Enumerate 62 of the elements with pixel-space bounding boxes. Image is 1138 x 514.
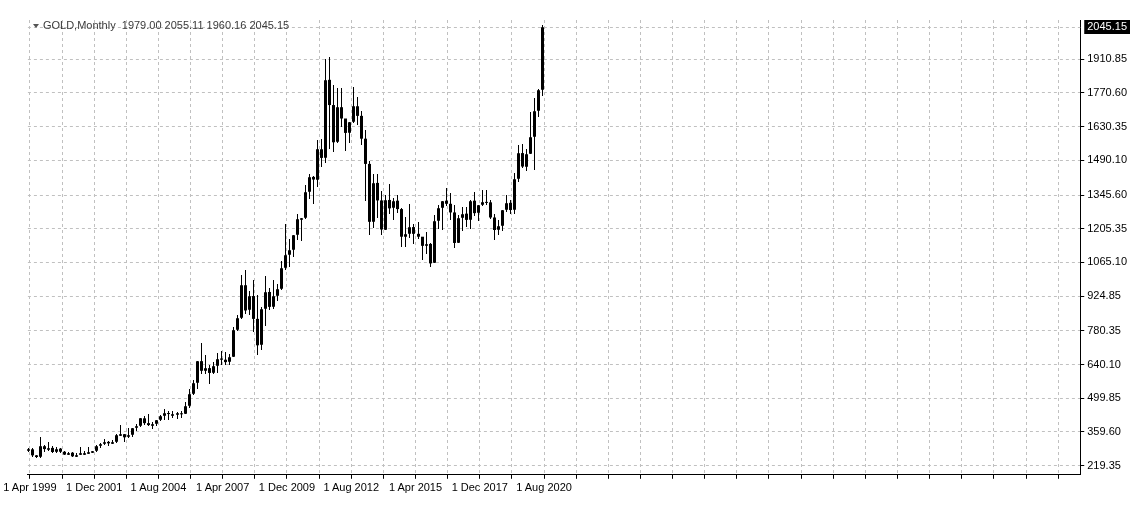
candlestick: [441, 201, 444, 230]
x-tick-label: 1 Apr 2015: [388, 481, 443, 494]
candlestick: [216, 353, 219, 373]
candlestick: [533, 98, 536, 170]
y-tick-label: 1490.10: [1087, 153, 1127, 166]
candlestick: [264, 276, 267, 326]
x-tick-label: 1 Aug 2004: [130, 481, 187, 494]
x-tick-label: 1 Apr 2007: [196, 481, 250, 494]
y-tick-label: 1910.85: [1087, 52, 1127, 65]
candlestick: [517, 145, 520, 182]
candlestick: [392, 198, 395, 220]
candlestick: [501, 210, 504, 231]
x-tick-label: 1 Aug 2020: [516, 481, 572, 494]
chart-title: GOLD,Monthly 1979.00 2055.11 1960.16 2045.15: [42, 19, 290, 32]
x-tick-label: 1 Dec 2001: [66, 481, 123, 494]
candlestick: [240, 275, 243, 319]
y-tick-label: 1205.35: [1087, 221, 1127, 234]
candlestick: [408, 204, 411, 238]
y-tick-label: 1345.60: [1087, 188, 1127, 201]
y-tick-label: 1630.35: [1087, 119, 1127, 132]
x-tick-label: 1 Dec 2017: [451, 481, 508, 494]
candlestick: [469, 200, 472, 229]
ref-line-label: 2045.15: [1087, 19, 1127, 32]
candlestick: [513, 173, 516, 214]
y-tick-label: 924.85: [1087, 289, 1121, 302]
y-tick-label: 1065.10: [1087, 255, 1127, 268]
candlestick: [280, 261, 283, 290]
candlestick: [352, 87, 355, 123]
candlestick: [336, 88, 339, 143]
candlestick: [457, 215, 460, 243]
candlestick: [304, 185, 307, 219]
candlestick: [461, 207, 464, 231]
candlestick: [300, 218, 303, 241]
y-tick-label: 499.85: [1087, 391, 1121, 404]
y-tick-label: 1770.60: [1087, 85, 1127, 98]
candlestick: [260, 307, 263, 350]
candlestick: [324, 59, 327, 163]
candlestick: [292, 235, 295, 257]
candlestick: [433, 215, 436, 263]
y-tick-label: 219.35: [1087, 458, 1121, 471]
candlestick: [232, 327, 235, 357]
candlestick: [384, 195, 387, 230]
candlestick: [308, 174, 311, 199]
candlestick: [39, 437, 42, 458]
candlestick: [437, 205, 440, 229]
y-tick-label: 640.10: [1087, 357, 1121, 370]
candlestick: [272, 280, 275, 309]
candlestick: [288, 239, 291, 267]
candlestick: [316, 140, 319, 187]
x-tick-label: 1 Apr 1999: [3, 481, 57, 494]
candlestick: [284, 224, 287, 270]
y-tick-label: 359.60: [1087, 424, 1121, 437]
x-tick-label: 1 Dec 2009: [258, 481, 316, 494]
x-tick-label: 1 Aug 2012: [323, 481, 380, 494]
candlestick: [296, 214, 299, 240]
candlestick: [196, 361, 199, 389]
candlestick: [541, 25, 544, 96]
y-tick-label: 780.35: [1087, 323, 1121, 336]
candlestick: [348, 122, 351, 143]
candlestick: [529, 112, 532, 154]
candlestick: [525, 149, 528, 171]
candlestick: [537, 89, 540, 117]
